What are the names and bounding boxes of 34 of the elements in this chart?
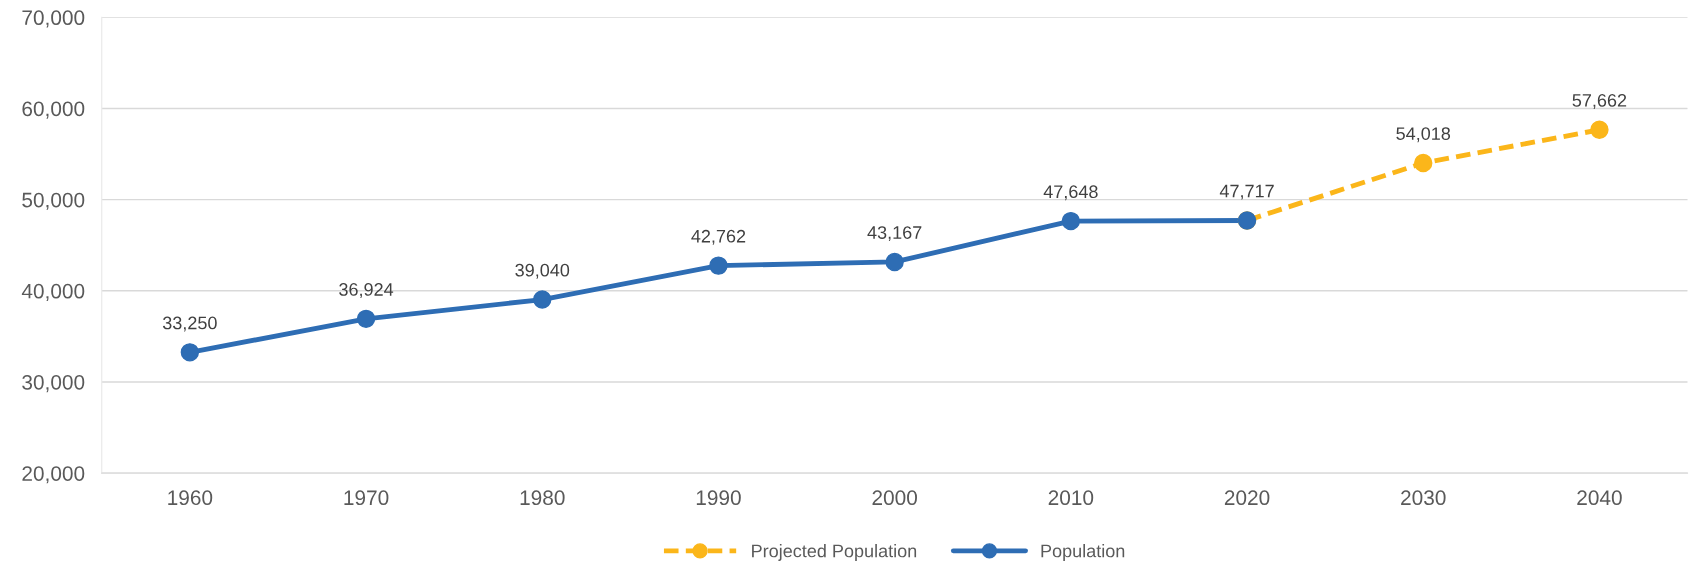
x-tick-label: 2000 xyxy=(872,490,917,506)
y-tick-label: 40,000 xyxy=(21,283,85,302)
legend-label: Projected Population xyxy=(752,544,917,561)
y-tick-label: 70,000 xyxy=(22,10,85,28)
x-tick-label: 1970 xyxy=(344,490,389,506)
x-tick-label: 2010 xyxy=(1048,490,1094,506)
data-label: 39,040 xyxy=(515,263,570,279)
point xyxy=(180,343,200,362)
point xyxy=(1414,153,1433,173)
y-tick-label: 60,000 xyxy=(22,101,85,119)
x-tick-label: 2030 xyxy=(1401,490,1446,506)
point xyxy=(1590,120,1609,139)
x-tick-label: 2020 xyxy=(1224,490,1270,506)
x-tick-label: 1990 xyxy=(696,490,741,506)
data-label: 42,762 xyxy=(691,229,746,245)
data-label: 47,648 xyxy=(1043,185,1098,201)
y-tick-label: 30,000 xyxy=(22,374,85,393)
data-label: 33,250 xyxy=(162,316,217,332)
x-tick-label: 1960 xyxy=(168,490,213,506)
y-tick-label: 20,000 xyxy=(22,466,85,484)
point xyxy=(1061,211,1081,231)
data-label: 47,717 xyxy=(1219,184,1274,200)
data-label: 54,018 xyxy=(1396,127,1451,143)
point xyxy=(885,252,904,272)
point xyxy=(709,256,728,275)
point xyxy=(356,309,376,329)
point xyxy=(533,290,552,309)
data-label: 43,167 xyxy=(867,226,922,242)
y-tick-label: 50,000 xyxy=(22,192,85,210)
legend-label: Population xyxy=(1041,544,1125,561)
x-tick-label: 2040 xyxy=(1577,490,1622,506)
data-label: 57,662 xyxy=(1572,93,1627,109)
data-label: 36,924 xyxy=(339,283,394,298)
x-tick-label: 1980 xyxy=(520,490,565,506)
